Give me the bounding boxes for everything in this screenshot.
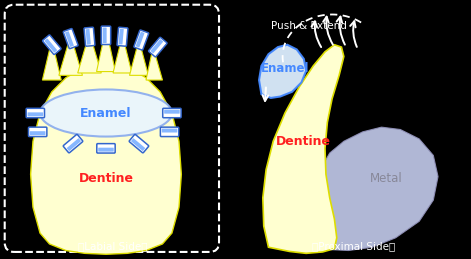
Polygon shape xyxy=(130,40,148,75)
Text: Enamel: Enamel xyxy=(80,106,132,119)
Text: 「Labial Side」: 「Labial Side」 xyxy=(78,241,148,251)
FancyBboxPatch shape xyxy=(136,32,145,47)
FancyBboxPatch shape xyxy=(103,27,106,43)
FancyBboxPatch shape xyxy=(129,134,149,153)
Polygon shape xyxy=(78,33,101,73)
Polygon shape xyxy=(59,35,82,75)
Polygon shape xyxy=(263,45,344,253)
Polygon shape xyxy=(31,66,181,254)
FancyBboxPatch shape xyxy=(84,27,95,46)
FancyBboxPatch shape xyxy=(164,110,180,114)
FancyBboxPatch shape xyxy=(160,127,179,136)
FancyBboxPatch shape xyxy=(98,148,114,152)
FancyBboxPatch shape xyxy=(67,138,81,151)
FancyBboxPatch shape xyxy=(162,128,177,133)
Polygon shape xyxy=(259,45,306,98)
FancyBboxPatch shape xyxy=(119,29,124,45)
FancyBboxPatch shape xyxy=(44,39,57,53)
FancyBboxPatch shape xyxy=(26,108,44,118)
Polygon shape xyxy=(42,40,61,80)
FancyBboxPatch shape xyxy=(63,134,83,153)
Text: Enamel: Enamel xyxy=(261,62,309,75)
Text: Push & Extend: Push & Extend xyxy=(271,21,347,31)
FancyBboxPatch shape xyxy=(28,127,47,136)
FancyBboxPatch shape xyxy=(65,31,74,47)
Polygon shape xyxy=(113,35,132,73)
Text: Dentine: Dentine xyxy=(79,172,133,185)
FancyBboxPatch shape xyxy=(150,39,163,53)
FancyBboxPatch shape xyxy=(101,26,111,45)
Polygon shape xyxy=(318,127,438,250)
Text: 「Proximal Side」: 「Proximal Side」 xyxy=(312,241,395,251)
Ellipse shape xyxy=(40,89,172,136)
FancyBboxPatch shape xyxy=(27,112,43,116)
FancyBboxPatch shape xyxy=(86,29,91,45)
Text: Metal: Metal xyxy=(370,172,403,185)
FancyBboxPatch shape xyxy=(134,30,149,50)
FancyBboxPatch shape xyxy=(149,37,167,57)
FancyBboxPatch shape xyxy=(43,35,61,54)
FancyBboxPatch shape xyxy=(63,28,78,49)
FancyBboxPatch shape xyxy=(131,138,145,151)
Text: Dentine: Dentine xyxy=(276,135,331,148)
FancyBboxPatch shape xyxy=(163,108,181,118)
FancyBboxPatch shape xyxy=(97,144,115,153)
FancyBboxPatch shape xyxy=(30,131,45,135)
FancyBboxPatch shape xyxy=(117,27,128,46)
Polygon shape xyxy=(146,47,162,80)
Polygon shape xyxy=(97,28,115,71)
